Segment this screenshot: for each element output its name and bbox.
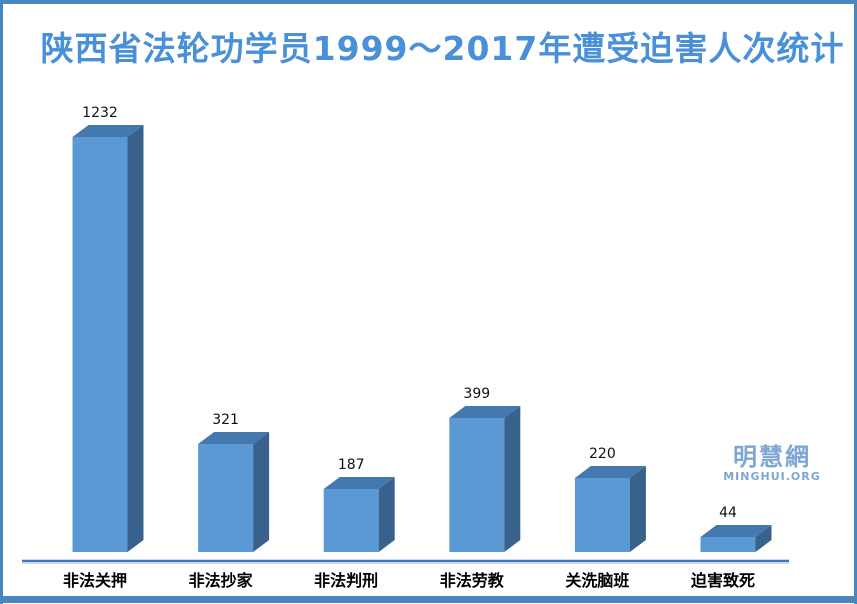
watermark-url-text: MINGHUI.ORG [723,470,821,484]
minghui-watermark: 明慧網 MINGHUI.ORG [722,442,822,484]
bar-top-face [72,125,144,137]
frame-border-left [0,0,3,604]
bar-top-face [323,477,395,489]
bar-front-face [700,537,756,552]
bar-front-face [574,478,630,552]
bar-value-label: 187 [337,457,365,473]
category-label: 非法劳教 [439,571,504,590]
bar-value-label: 1232 [82,105,118,121]
category-label: 非法关押 [62,571,127,590]
bar-side-face [629,466,646,552]
bar-front-face [198,444,254,552]
category-label: 关洗脑班 [565,571,630,590]
bar-top-face [198,432,270,444]
bar-side-face [253,432,270,552]
bar-value-label: 399 [463,386,491,402]
category-label: 非法判刑 [314,571,379,590]
bar-side-face [504,406,521,552]
bar-top-face [574,466,646,478]
bar-side-face [378,477,395,552]
bar-top-face [449,406,521,418]
x-axis-line [22,560,789,562]
bar-top-face [700,525,772,537]
bar-3d-2 [323,477,395,552]
bar-value-label: 44 [719,505,737,521]
bar-side-face [755,525,772,552]
bar-3d-1 [198,432,270,552]
frame-border-bottom-strip [0,596,857,603]
bar-3d-3 [449,406,521,552]
bar-value-label: 321 [212,412,239,428]
bar-3d-0 [72,125,144,552]
bar-3d-5 [700,525,772,552]
frame-border-right [854,0,857,604]
chart-title: 陕西省法轮功学员1999～2017年遭受迫害人次统计 [40,29,845,68]
bar-3d-4 [574,466,646,552]
bar-value-label: 220 [589,446,616,462]
bar-front-face [72,137,128,552]
category-label: 非法抄家 [188,571,253,590]
bar-front-face [449,418,505,552]
frame-border-top [0,0,857,4]
category-label: 迫害致死 [690,571,755,590]
watermark-chinese-logo: 明慧網 [733,442,811,471]
bar-side-face [127,125,144,552]
bar-front-face [323,489,379,552]
